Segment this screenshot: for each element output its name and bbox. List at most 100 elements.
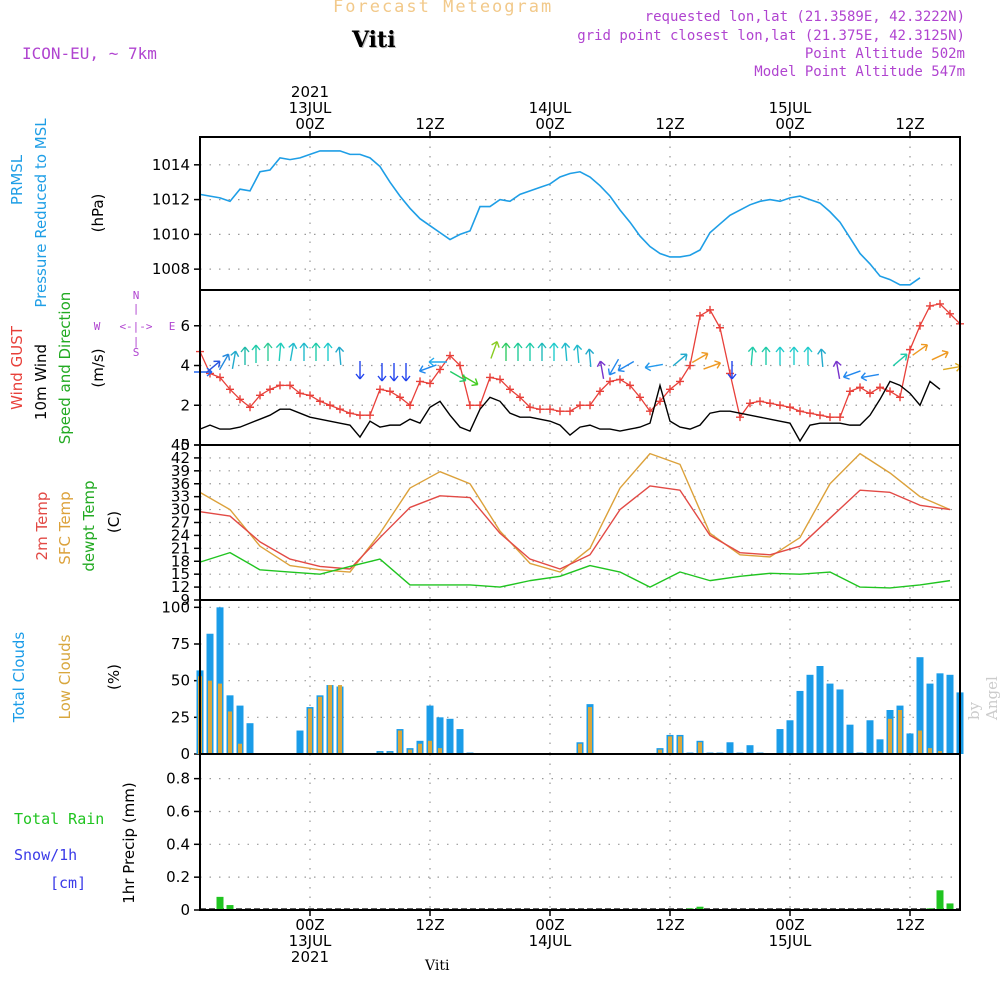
total-cloud-bar [936,673,944,754]
gust-point [746,399,754,408]
ytick-label: 6 [180,317,190,335]
pressure-line [199,150,921,286]
rain-bar [936,890,944,910]
gust-point [436,365,444,374]
wind-arrow-shape [230,350,240,369]
wind-arrow [596,360,606,379]
xtick-bottom-label: 15JUL [769,932,812,950]
wind-arrow [275,342,285,362]
wind-arrow-shape [355,361,365,380]
total-cloud-bar [816,666,824,754]
low-cloud-bar [938,751,942,754]
panel-frame [199,136,961,291]
wind-arrow-shape [789,346,799,365]
ytick-label: 1012 [152,191,190,209]
wind-arrow [461,374,479,387]
low-cloud-bar [308,708,312,754]
xtick-top-label: 12Z [655,115,684,133]
gust-point [546,405,554,414]
dewpoint-line [199,551,951,589]
gust-point [906,345,914,354]
label-celsius: (C) [105,511,123,533]
low-cloud-bar [928,748,932,754]
wind-arrow-shape [205,360,221,374]
gust-point [416,377,424,386]
wind-arrow [727,361,737,380]
total-cloud-bar [296,730,304,754]
gust-point [896,393,904,402]
wind-arrow [389,363,399,382]
wind-arrow-shape [537,342,547,361]
gust-point [526,403,534,412]
low-cloud-bar [588,707,592,754]
xtick-bottom-label: 12Z [895,916,924,934]
compass-up: | [133,302,140,315]
wind-arrow [561,342,571,362]
total-cloud-bar [826,683,834,754]
xtick-bottom-label: 2021 [291,948,329,966]
wind-arrow-shape [323,342,333,361]
wind-arrow [288,342,298,361]
ytick-label: 42 [171,449,190,467]
ytick-label: 0.2 [166,868,190,886]
wind-arrow-shape [832,360,842,379]
wind-arrow [789,346,799,365]
gust-point [456,361,464,370]
wind-arrow-shape [892,353,908,367]
total-cloud-bar [216,607,224,754]
gust-point [236,395,244,404]
label-low-clouds: Low Clouds [56,634,74,719]
ytick-label: 27 [171,514,190,532]
wind-arrow-shape [389,363,399,382]
xtick-bottom-label: 13JUL [289,932,332,950]
wind-arrow-shape [703,360,722,370]
ytick-label: 1010 [152,225,190,243]
low-cloud-bar [578,743,582,754]
wind-arrow-shape [607,358,620,376]
ytick-label: 0 [180,901,190,919]
wind-arrow-shape [501,342,511,361]
label-hpa: (hPa) [89,194,107,233]
wind-arrow [501,342,511,361]
gust-point [276,381,284,390]
compass-icon: N|W <-|-> E|S [94,289,176,359]
wind-arrow-shape [644,362,663,372]
wind-arrow [240,346,250,365]
wind-arrow [549,342,559,361]
wind-arrow-shape [912,343,929,356]
low-cloud-bar [218,683,222,754]
compass-down: | [133,335,140,348]
model-point-altitude: Model Point Altitude 547m [754,64,965,80]
ytick-label: 1008 [152,260,190,278]
gust-point [626,381,634,390]
wind-arrow-shape [218,353,231,371]
rain-bar [226,905,234,910]
gust-point [676,377,684,386]
wind-arrow-shape [585,348,595,368]
ytick-label: 9 [180,591,190,609]
wind-arrow [218,353,231,371]
xtick-top-label: 2021 [291,83,329,101]
wind-arrow [323,342,333,361]
total-cloud-bar [866,720,874,754]
wind-arrow-shape [860,372,879,382]
label-2m-temp: 2m Temp [33,492,51,561]
gust-point [776,401,784,410]
gust-point [786,403,794,412]
ytick-label: 100 [161,598,190,616]
ytick-label: 4 [180,357,190,375]
low-cloud-bar [398,730,402,754]
gust-point [886,387,894,396]
gust-point [296,389,304,398]
wind-arrow [251,344,261,363]
gust-point [866,389,874,398]
wind-arrow-shape [817,348,827,368]
wind-arrow [428,357,447,367]
ytick-label: 0 [180,436,190,454]
wind-arrow [912,343,929,356]
ytick-label: 12 [171,578,190,596]
wind-arrow-shape [418,364,437,374]
t2m-line [199,485,951,570]
wind-arrow-shape [311,342,321,361]
gust-point [716,323,724,332]
